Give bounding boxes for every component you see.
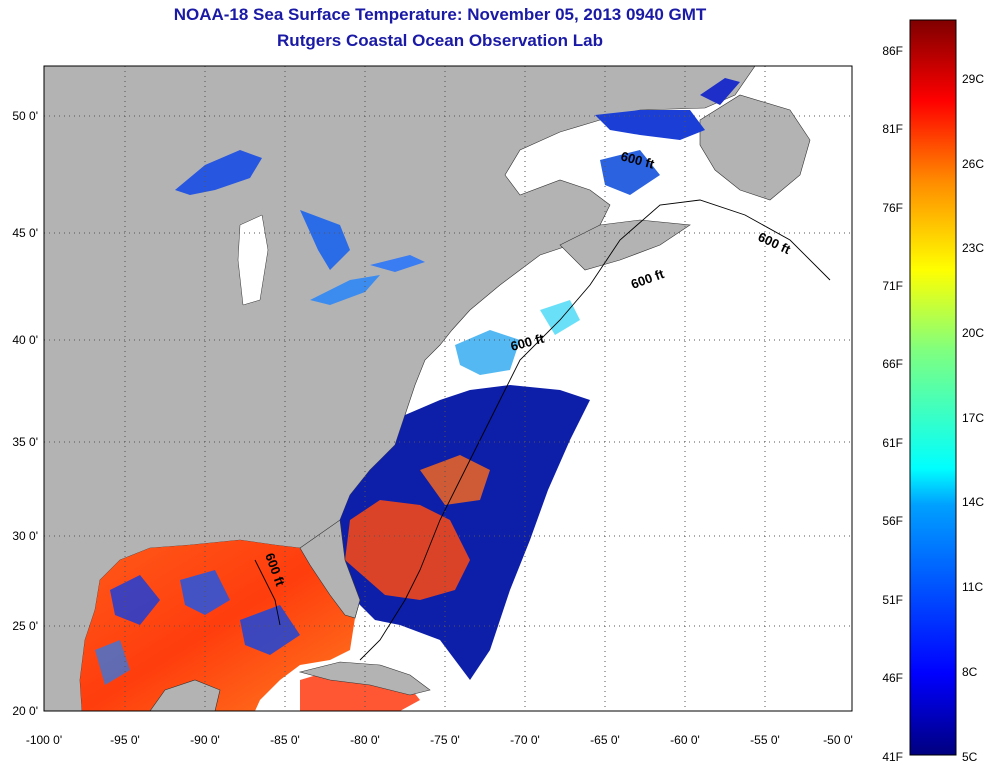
- lon-tick-label: -60 0': [670, 733, 700, 747]
- labrador-sst: [700, 78, 740, 105]
- shelf-cool: [455, 330, 520, 375]
- lat-tick-label: 20 0': [12, 704, 38, 718]
- nova-scotia: [559, 219, 691, 271]
- lon-tick-label: -100 0': [26, 733, 62, 747]
- lat-tick-label: 50 0': [12, 109, 38, 123]
- gulf-of-mexico-sst: [80, 540, 355, 711]
- lat-tick-label: 35 0': [12, 435, 38, 449]
- gulf-stream-warm-2: [420, 455, 490, 505]
- gulf-cool-eddy-4: [95, 640, 130, 685]
- yucatan: [149, 679, 221, 711]
- lat-tick-label: 40 0': [12, 333, 38, 347]
- lon-tick-label: -95 0': [110, 733, 140, 747]
- lat-tick-labels: 50 0' 45 0' 40 0' 35 0' 30 0' 25 0' 20 0…: [12, 109, 38, 718]
- lon-tick-label: -85 0': [270, 733, 300, 747]
- lon-tick-labels: -100 0' -95 0' -90 0' -85 0' -80 0' -75 …: [26, 733, 853, 747]
- lon-tick-label: -55 0': [750, 733, 780, 747]
- lon-tick-label: -65 0': [590, 733, 620, 747]
- lake-huron: [300, 210, 350, 270]
- gulf-cool-eddy-1: [110, 575, 160, 625]
- gulf-cool-eddy-2: [180, 570, 230, 615]
- lat-tick-label: 25 0': [12, 619, 38, 633]
- lake-erie: [310, 275, 380, 305]
- map-frame: [43, 65, 853, 712]
- lake-michigan: [237, 214, 269, 306]
- bay-of-fundy-sst: [600, 150, 660, 195]
- gulf-stream-warm: [345, 500, 470, 600]
- atlantic-sst-swath: [340, 385, 590, 680]
- newfoundland: [699, 94, 811, 201]
- lon-tick-label: -50 0': [823, 733, 853, 747]
- cuba: [298, 661, 431, 696]
- map-subtitle: Rutgers Coastal Ocean Observation Lab: [277, 31, 603, 50]
- lon-tick-label: -75 0': [430, 733, 460, 747]
- florida: [299, 519, 361, 619]
- lat-tick-label: 45 0': [12, 226, 38, 240]
- lake-ontario: [370, 255, 425, 272]
- lon-tick-label: -70 0': [510, 733, 540, 747]
- lake-superior: [175, 150, 262, 195]
- lon-tick-label: -80 0': [350, 733, 380, 747]
- lon-tick-label: -90 0': [190, 733, 220, 747]
- map-title: NOAA-18 Sea Surface Temperature: Novembe…: [173, 5, 707, 24]
- gulf-st-lawrence-sst: [595, 110, 705, 140]
- gulf-cool-eddy-3: [240, 605, 300, 655]
- lat-tick-label: 30 0': [12, 529, 38, 543]
